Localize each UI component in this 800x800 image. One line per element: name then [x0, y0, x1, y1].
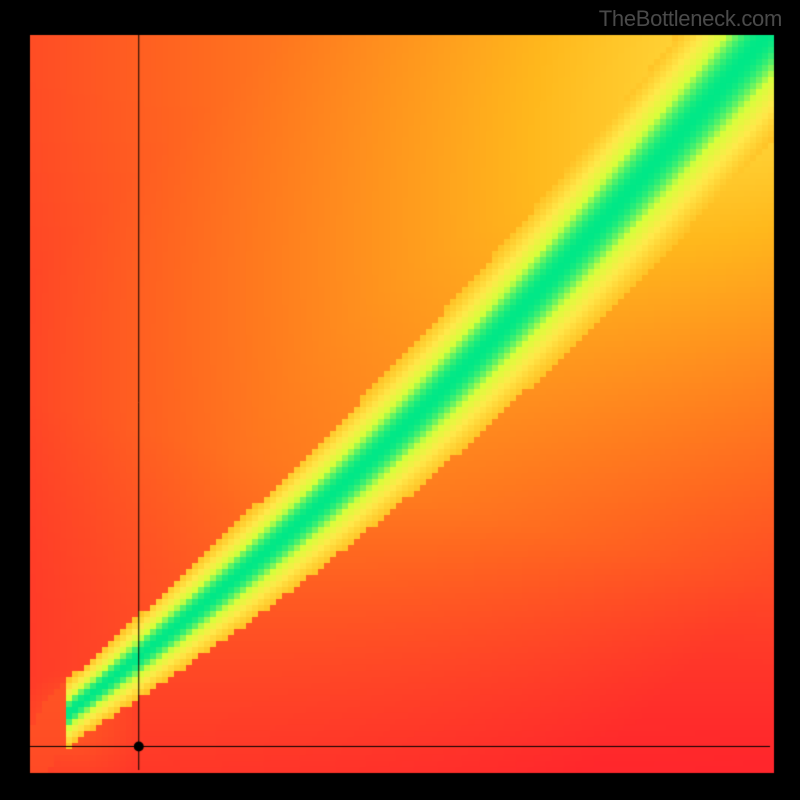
watermark-text: TheBottleneck.com	[599, 6, 782, 32]
heatmap-canvas	[0, 0, 800, 800]
chart-container: TheBottleneck.com	[0, 0, 800, 800]
